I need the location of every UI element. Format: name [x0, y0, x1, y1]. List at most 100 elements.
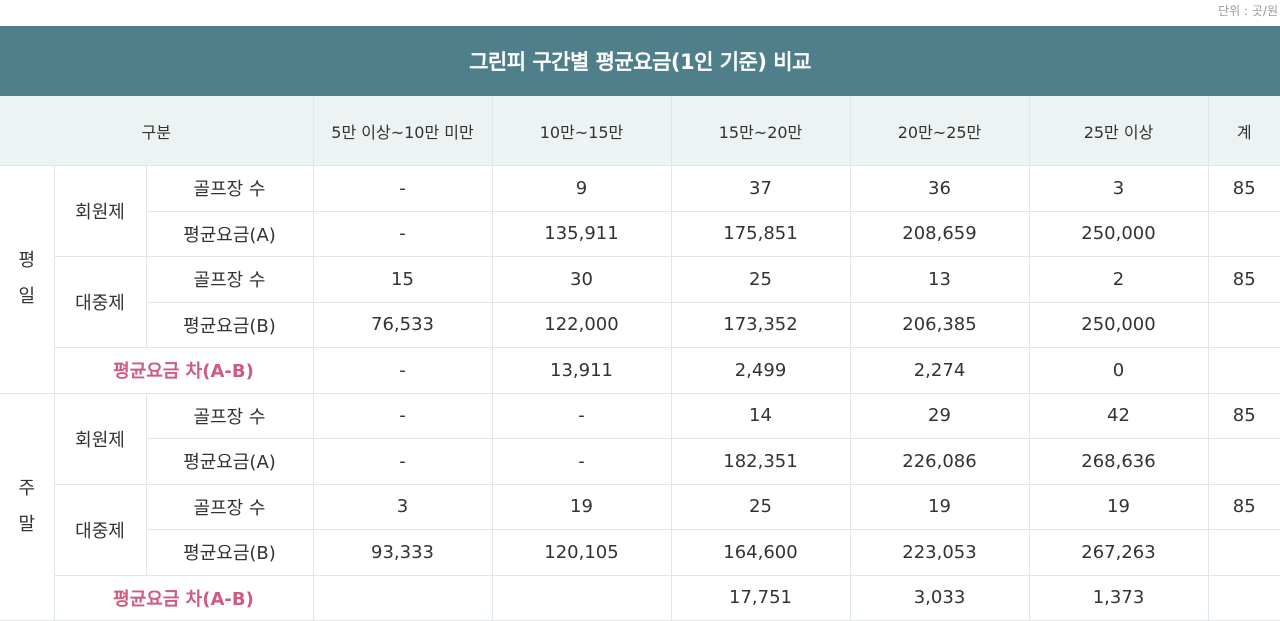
cell: 268,636 — [1028, 438, 1209, 485]
diff-label: 평균요금 차(A-B) — [54, 347, 314, 394]
cell: 3,033 — [849, 574, 1030, 621]
cell: 2 — [1028, 256, 1209, 303]
diff-row: 평균요금 차(A-B) - 13,911 2,499 2,274 0 — [0, 347, 1280, 394]
cell: 3 — [1028, 165, 1209, 212]
cell: 164,600 — [670, 529, 851, 576]
cell: 173,352 — [670, 301, 851, 348]
cell: 250,000 — [1028, 210, 1209, 257]
cell: 17,751 — [670, 574, 851, 621]
period-label-weekday: 평 일 — [0, 165, 55, 394]
table-row: 평균요금(A) - 135,911 175,851 208,659 250,00… — [0, 210, 1280, 257]
table-row: 대중제 골프장 수 15 30 25 13 2 85 — [0, 256, 1280, 348]
table-title: 그린피 구간별 평균요금(1인 기준) 비교 — [0, 26, 1280, 96]
cell: 182,351 — [670, 438, 851, 485]
cell: 30 — [491, 256, 672, 303]
cell: 36 — [849, 165, 1030, 212]
cell: 267,263 — [1028, 529, 1209, 576]
cell: 9 — [491, 165, 672, 212]
cell: 76,533 — [312, 301, 493, 348]
cell: - — [491, 392, 672, 439]
cell: 25 — [670, 256, 851, 303]
cell: 19 — [849, 483, 1030, 530]
cell: 223,053 — [849, 529, 1030, 576]
header-col-total: 계 — [1207, 96, 1280, 166]
header-col: 15만~20만 — [670, 96, 851, 166]
header-col: 5만 이상~10만 미만 — [312, 96, 493, 166]
diff-row: 평균요금 차(A-B) 17,751 3,033 1,373 — [0, 574, 1280, 621]
cell-total — [1207, 438, 1280, 485]
cell: 13,911 — [491, 347, 672, 394]
type-label: 회원제 — [53, 165, 147, 257]
cell: 208,659 — [849, 210, 1030, 257]
cell: - — [312, 347, 493, 394]
row-label: 평균요금(B) — [146, 529, 314, 576]
cell-total — [1207, 210, 1280, 257]
cell: 135,911 — [491, 210, 672, 257]
table-row: 주 말 회원제 골프장 수 - - 14 29 42 85 — [0, 392, 1280, 621]
cell-total: 85 — [1207, 256, 1280, 303]
cell: 25 — [670, 483, 851, 530]
cell: 42 — [1028, 392, 1209, 439]
cell: 15 — [312, 256, 493, 303]
cell: 19 — [491, 483, 672, 530]
row-label: 평균요금(B) — [146, 301, 314, 348]
fee-comparison-table: 구분 5만 이상~10만 미만 10만~15만 15만~20만 20만~25만 … — [0, 96, 1280, 621]
row-label: 골프장 수 — [145, 165, 314, 212]
cell: 19 — [1028, 483, 1209, 530]
table-row: 대중제 골프장 수 3 19 25 19 19 85 — [0, 483, 1280, 576]
cell — [491, 574, 672, 621]
cell-total — [1207, 574, 1280, 621]
period-label-top: 평 — [18, 250, 36, 272]
cell: 93,333 — [312, 529, 493, 576]
row-label: 골프장 수 — [145, 256, 314, 303]
cell: 250,000 — [1028, 301, 1209, 348]
cell-total: 85 — [1207, 392, 1280, 439]
cell: 0 — [1028, 347, 1209, 394]
period-label-bottom: 말 — [18, 513, 36, 535]
cell: 2,274 — [849, 347, 1030, 394]
cell: - — [312, 210, 493, 257]
cell-total: 85 — [1207, 165, 1280, 212]
cell-total — [1207, 529, 1280, 576]
cell — [312, 574, 493, 621]
cell: 226,086 — [849, 438, 1030, 485]
row-label: 평균요금(A) — [146, 438, 314, 485]
header-group: 구분 — [0, 96, 314, 166]
cell-total — [1207, 347, 1280, 394]
cell: - — [312, 165, 493, 212]
header-col: 10만~15만 — [491, 96, 672, 166]
table-row: 평균요금(B) 93,333 120,105 164,600 223,053 2… — [0, 529, 1280, 576]
table-row: 평균요금(A) - - 182,351 226,086 268,636 — [0, 438, 1280, 485]
cell: 13 — [849, 256, 1030, 303]
cell: - — [312, 438, 493, 485]
cell: 122,000 — [491, 301, 672, 348]
table-row: 평 일 회원제 골프장 수 - 9 37 36 3 85 — [0, 165, 1280, 394]
diff-label: 평균요금 차(A-B) — [54, 574, 314, 621]
table-row: 평균요금(B) 76,533 122,000 173,352 206,385 2… — [0, 301, 1280, 348]
cell: 1,373 — [1028, 574, 1209, 621]
period-label-bottom: 일 — [18, 286, 36, 308]
cell: 120,105 — [491, 529, 672, 576]
cell: - — [491, 438, 672, 485]
unit-note: 단위 : 곳/원 — [1218, 4, 1278, 18]
cell: 3 — [312, 483, 493, 530]
cell-total: 85 — [1207, 483, 1280, 530]
cell: 14 — [670, 392, 851, 439]
type-label: 대중제 — [54, 256, 147, 348]
cell: 37 — [670, 165, 851, 212]
cell: 29 — [849, 392, 1030, 439]
period-label-top: 주 — [18, 477, 36, 499]
cell: 175,851 — [670, 210, 851, 257]
header-col: 25만 이상 — [1028, 96, 1209, 166]
header-col: 20만~25만 — [849, 96, 1030, 166]
row-label: 골프장 수 — [145, 392, 314, 439]
row-label: 평균요금(A) — [146, 210, 314, 257]
cell-total — [1207, 301, 1280, 348]
type-label: 회원제 — [53, 392, 147, 485]
row-label: 골프장 수 — [145, 483, 314, 530]
type-label: 대중제 — [54, 483, 147, 576]
header-row: 구분 5만 이상~10만 미만 10만~15만 15만~20만 20만~25만 … — [0, 96, 1280, 166]
cell: 2,499 — [670, 347, 851, 394]
cell: 206,385 — [849, 301, 1030, 348]
period-label-weekend: 주 말 — [0, 392, 55, 621]
